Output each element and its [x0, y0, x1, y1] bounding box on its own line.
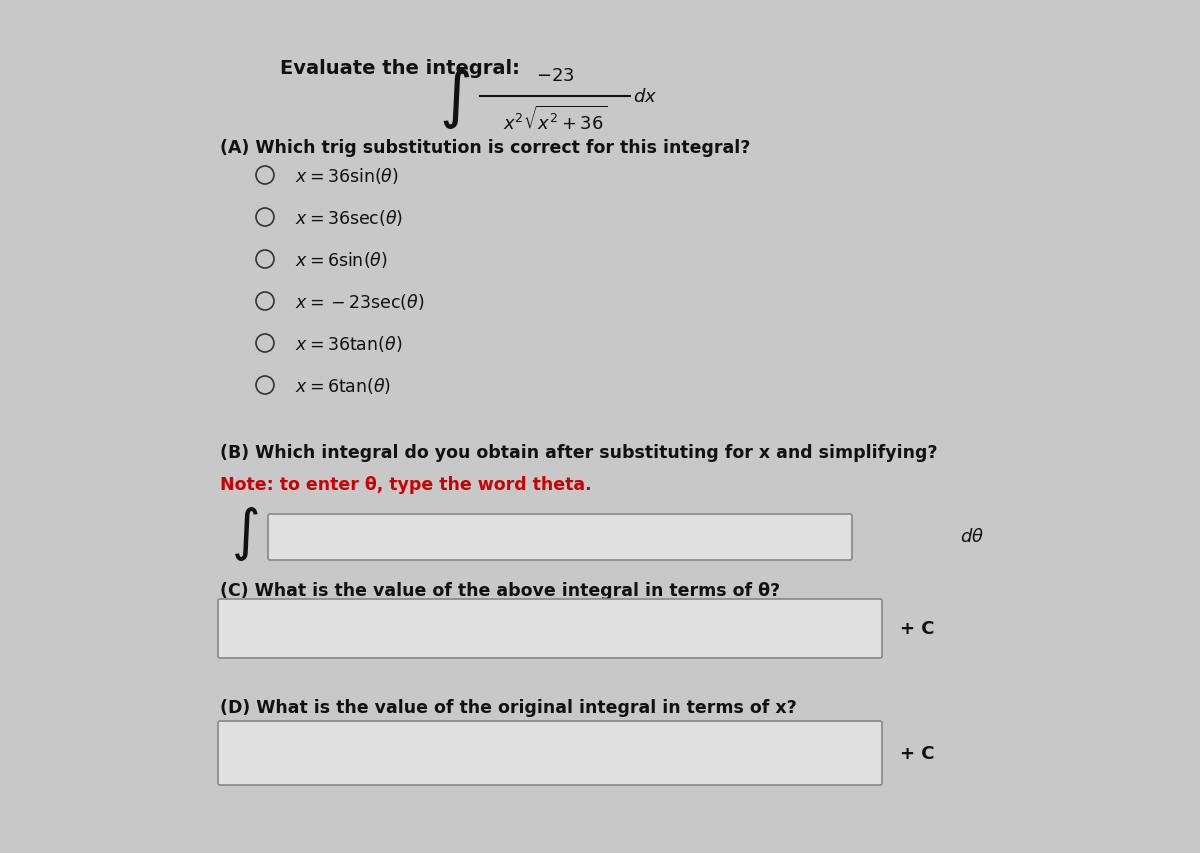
Text: Evaluate the integral:: Evaluate the integral:: [280, 59, 520, 78]
Text: $x = 6 \sin(\theta)$: $x = 6 \sin(\theta)$: [295, 250, 388, 270]
FancyBboxPatch shape: [218, 600, 882, 659]
Text: $x = 6 \tan(\theta)$: $x = 6 \tan(\theta)$: [295, 375, 391, 396]
Text: $x = 36 \sec(\theta)$: $x = 36 \sec(\theta)$: [295, 208, 403, 228]
Text: $x^2\sqrt{x^2 + 36}$: $x^2\sqrt{x^2 + 36}$: [503, 106, 607, 134]
Text: $d\theta$: $d\theta$: [960, 527, 984, 545]
Text: $-23$: $-23$: [535, 67, 575, 85]
Text: + C: + C: [900, 744, 935, 762]
Text: $\int$: $\int$: [232, 504, 259, 562]
FancyBboxPatch shape: [218, 721, 882, 785]
Text: $x = 36 \sin(\theta)$: $x = 36 \sin(\theta)$: [295, 165, 398, 186]
Text: $x = - 23 \sec(\theta)$: $x = - 23 \sec(\theta)$: [295, 292, 425, 311]
Text: (D) What is the value of the original integral in terms of x?: (D) What is the value of the original in…: [220, 699, 797, 717]
Text: $x = 36 \tan(\theta)$: $x = 36 \tan(\theta)$: [295, 334, 402, 354]
Text: Note: to enter θ, type the word theta.: Note: to enter θ, type the word theta.: [220, 475, 592, 493]
Text: $dx$: $dx$: [632, 88, 658, 106]
FancyBboxPatch shape: [268, 514, 852, 560]
Text: (B) Which integral do you obtain after substituting for x and simplifying?: (B) Which integral do you obtain after s…: [220, 444, 937, 461]
Text: (C) What is the value of the above integral in terms of θ?: (C) What is the value of the above integ…: [220, 581, 780, 600]
Text: (A) Which trig substitution is correct for this integral?: (A) Which trig substitution is correct f…: [220, 139, 750, 157]
Text: $\int$: $\int$: [439, 67, 470, 131]
Text: + C: + C: [900, 619, 935, 637]
